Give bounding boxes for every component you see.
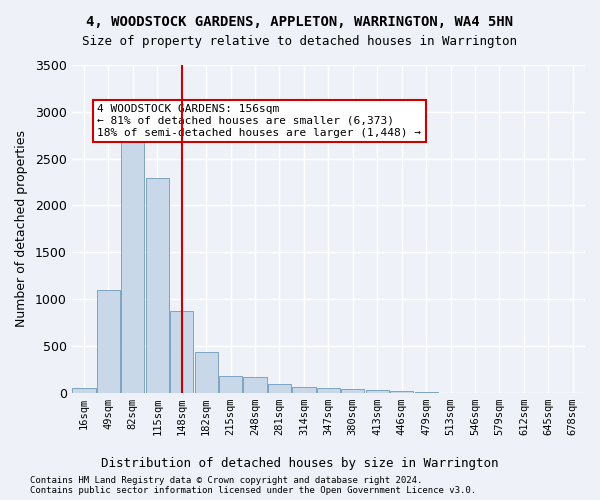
Bar xyxy=(219,376,242,392)
Y-axis label: Number of detached properties: Number of detached properties xyxy=(15,130,28,328)
Text: 4, WOODSTOCK GARDENS, APPLETON, WARRINGTON, WA4 5HN: 4, WOODSTOCK GARDENS, APPLETON, WARRINGT… xyxy=(86,15,514,29)
Bar xyxy=(292,387,316,392)
Text: Contains HM Land Registry data © Crown copyright and database right 2024.
Contai: Contains HM Land Registry data © Crown c… xyxy=(30,476,476,495)
Bar xyxy=(244,376,266,392)
Bar xyxy=(170,311,193,392)
Bar xyxy=(72,388,95,392)
Bar xyxy=(97,290,120,393)
Bar xyxy=(268,384,291,392)
Bar xyxy=(390,391,413,392)
Bar xyxy=(146,178,169,392)
Text: 4 WOODSTOCK GARDENS: 156sqm
← 81% of detached houses are smaller (6,373)
18% of : 4 WOODSTOCK GARDENS: 156sqm ← 81% of det… xyxy=(97,104,421,138)
Bar xyxy=(121,137,145,392)
Bar xyxy=(317,388,340,392)
Bar xyxy=(194,352,218,393)
Text: Distribution of detached houses by size in Warrington: Distribution of detached houses by size … xyxy=(101,458,499,470)
Bar xyxy=(365,390,389,392)
Text: Size of property relative to detached houses in Warrington: Size of property relative to detached ho… xyxy=(83,35,517,48)
Bar xyxy=(341,389,364,392)
